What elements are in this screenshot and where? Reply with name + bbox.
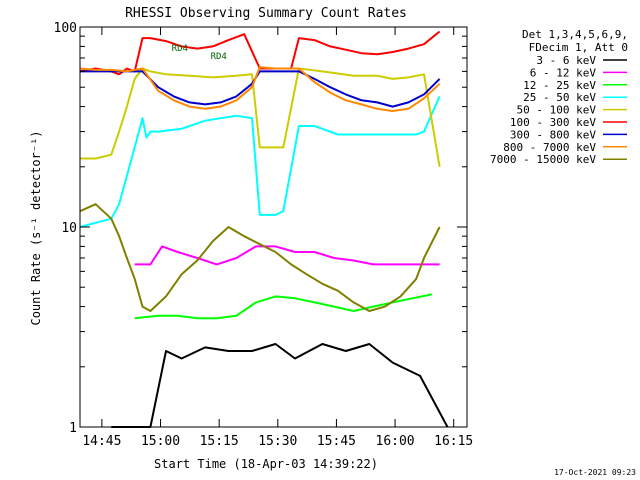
series-line-300-800-kev-kev	[80, 70, 441, 108]
legend-label: 3 - 6 keV	[536, 54, 596, 67]
x-tick-label: 15:30	[258, 434, 297, 449]
legend-header-line: Det 1,3,4,5,6,9,	[522, 28, 628, 41]
chart-timestamp: 17-Oct-2021 09:23	[554, 468, 636, 477]
legend-label: 50 - 100 keV	[517, 104, 597, 117]
series-line-3-6-kev-kev	[111, 343, 449, 428]
series-line-50-100-kev-kev	[80, 67, 441, 167]
y-tick-label: 100	[54, 21, 77, 36]
x-tick-label: 15:15	[200, 434, 239, 449]
series-line-25-50-kev-kev	[79, 95, 441, 228]
chart-title: RHESSI Observing Summary Count Rates	[125, 6, 407, 21]
legend-label: 25 - 50 keV	[523, 91, 596, 104]
legend-label: 100 - 300 keV	[510, 116, 596, 129]
x-tick-label: 14:45	[82, 434, 121, 449]
y-tick-label: 1	[69, 421, 77, 436]
y-tick-label: 10	[61, 221, 77, 236]
plot-frame	[79, 26, 468, 428]
x-tick-label: 15:00	[141, 434, 180, 449]
legend-label: 300 - 800 keV	[510, 128, 596, 141]
series-line-800-7000-kev-kev	[79, 66, 441, 112]
series-layer	[79, 30, 449, 428]
x-tick-label: 16:15	[434, 434, 473, 449]
legend-header-line: FDecim 1, Att 0	[529, 41, 628, 54]
annotation-label: RD4	[172, 44, 188, 54]
legend-label: 800 - 7000 keV	[503, 141, 596, 154]
x-tick-label: 16:00	[376, 434, 415, 449]
series-line-6-12-kev-kev	[134, 245, 440, 266]
ticks-layer: 14:45 15:00 15:15 15:30 15:45 16:00 16:15 1 10 10…	[54, 21, 474, 449]
legend-label: 7000 - 15000 keV	[490, 153, 596, 166]
annotation-label: RD4	[211, 52, 227, 62]
legend-label: 12 - 25 keV	[523, 79, 596, 92]
x-axis-label: Start Time (18-Apr-03 14:39:22)	[154, 457, 378, 471]
legend-label: 6 - 12 keV	[530, 66, 597, 79]
series-line-100-300-kev-kev	[79, 30, 441, 76]
y-axis-label: Count Rate (s⁻¹ detector⁻¹)	[29, 130, 43, 325]
x-tick-label: 15:45	[317, 434, 356, 449]
series-line-12-25-kev-kev	[134, 293, 432, 320]
series-line-7000-15000-kev-kev	[79, 203, 441, 312]
legend: Det 1,3,4,5,6,9,FDecim 1, Att 03 - 6 keV…	[490, 28, 628, 166]
